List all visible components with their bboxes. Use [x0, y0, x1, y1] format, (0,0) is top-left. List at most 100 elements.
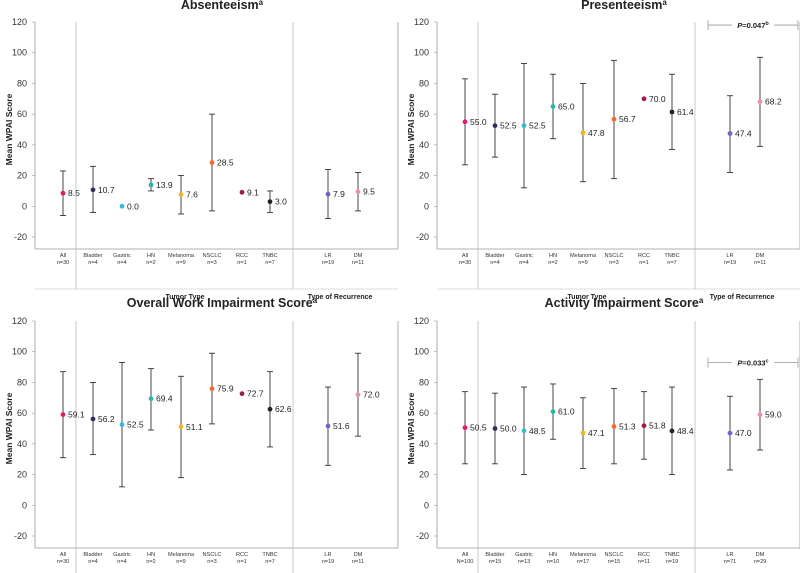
panel-title: Activity Impairment Scorea — [545, 296, 704, 310]
mean-point-dm — [757, 99, 763, 104]
value-label-gastric: 52.5 — [529, 121, 546, 131]
mean-point-gastric — [119, 422, 125, 428]
category-name: NSCLC — [605, 253, 624, 259]
category-name: All — [462, 253, 468, 259]
category-n: n=1 — [237, 260, 247, 266]
value-label-nsclc: 75.9 — [217, 384, 234, 394]
mean-point-all — [462, 119, 468, 125]
panel-title: Overall Work Impairment Scorea — [127, 296, 318, 310]
value-label-nsclc: 28.5 — [217, 158, 234, 168]
panel-title: Absenteeisma — [181, 0, 264, 12]
mean-point-all — [60, 190, 66, 196]
category-name: All — [60, 552, 66, 558]
category-name: LR — [324, 552, 331, 558]
category-n: n=3 — [207, 260, 217, 266]
y-axis-label: Mean WPAI Score — [4, 93, 14, 165]
value-label-tnbc: 48.4 — [677, 426, 694, 436]
value-label-lr: 47.0 — [735, 428, 752, 438]
category-n: n=19 — [322, 559, 335, 565]
value-label-all: 55.0 — [470, 117, 487, 127]
category-name: Bladder — [485, 253, 504, 259]
category-name: Melanoma — [570, 253, 597, 259]
category-name: DM — [354, 552, 363, 558]
value-label-melanoma: 7.6 — [186, 190, 198, 200]
mean-point-tnbc — [669, 109, 675, 115]
category-name: Gastric — [113, 253, 131, 259]
category-name: RCC — [236, 552, 248, 558]
category-n: n=10 — [547, 559, 560, 565]
panel-title-superscript: a — [259, 0, 264, 7]
mean-point-gastric — [521, 428, 527, 434]
pvalue-letter: P — [737, 358, 743, 367]
value-label-rcc: 51.8 — [649, 421, 666, 431]
value-label-rcc: 72.7 — [247, 389, 264, 399]
category-n: n=9 — [578, 260, 588, 266]
value-label-gastric: 52.5 — [127, 420, 144, 430]
mean-point-lr — [325, 423, 331, 429]
y-tick-label: 60 — [17, 109, 27, 119]
value-label-dm: 68.2 — [765, 97, 782, 107]
category-n: n=15 — [608, 559, 621, 565]
category-name: LR — [324, 253, 331, 259]
y-tick-label: -20 — [416, 232, 429, 242]
value-label-tnbc: 62.6 — [275, 404, 292, 414]
panel-title-superscript: a — [313, 296, 318, 305]
category-name: TNBC — [664, 552, 679, 558]
category-n: n=1 — [639, 260, 649, 266]
category-n: n=4 — [519, 260, 529, 266]
category-name: HN — [147, 253, 155, 259]
y-tick-label: -20 — [14, 531, 27, 541]
mean-point-lr — [325, 191, 331, 197]
category-n: n=13 — [518, 559, 531, 565]
category-name: DM — [354, 253, 363, 259]
pvalue-superscript: c — [766, 358, 769, 364]
category-name: Melanoma — [570, 552, 597, 558]
category-name: LR — [726, 552, 733, 558]
panel-4: Activity Impairment Scorea 120 100 80 60 40 20… — [406, 296, 800, 573]
mean-point-dm — [757, 412, 763, 418]
mean-point-melanoma — [178, 192, 184, 198]
category-name: Gastric — [515, 253, 533, 259]
category-n: n=19 — [666, 559, 679, 565]
category-n: n=4 — [88, 559, 98, 565]
category-name: Bladder — [83, 253, 102, 259]
category-name: NSCLC — [203, 552, 222, 558]
y-tick-label: 60 — [419, 109, 429, 119]
value-label-tnbc: 3.0 — [275, 197, 287, 207]
category-name: HN — [549, 552, 557, 558]
category-n: n=11 — [352, 559, 364, 565]
mean-point-nsclc — [611, 116, 617, 122]
category-name: Melanoma — [168, 253, 195, 259]
mean-point-melanoma — [580, 430, 586, 436]
value-label-lr: 51.6 — [333, 421, 350, 431]
y-axis-label: Mean WPAI Score — [4, 392, 14, 464]
mean-point-nsclc — [611, 424, 617, 429]
panel-1: Absenteeisma 120 100 80 60 40 20 0 -20 Mean WPAI … — [4, 0, 399, 301]
value-label-dm: 72.0 — [363, 390, 380, 400]
value-label-hn: 69.4 — [156, 394, 173, 404]
category-name: Melanoma — [168, 552, 195, 558]
category-n: n=17 — [577, 559, 590, 565]
group-label-recurrence: Type of Recurrence — [308, 294, 373, 301]
category-name: RCC — [236, 253, 248, 259]
mean-point-gastric — [119, 203, 125, 209]
category-name: HN — [147, 552, 155, 558]
group-label-tumor-type: Tumor Type — [165, 294, 204, 301]
panel-3: Overall Work Impairment Scorea 120 100 80 60… — [4, 296, 399, 573]
value-label-nsclc: 51.3 — [619, 422, 636, 432]
value-label-melanoma: 47.8 — [588, 128, 605, 138]
mean-point-all — [60, 412, 66, 417]
y-axis-label: Mean WPAI Score — [406, 93, 416, 165]
y-tick-label: -20 — [14, 232, 27, 242]
category-n: n=9 — [176, 260, 186, 266]
category-n: n=2 — [146, 260, 156, 266]
y-tick-label: 60 — [17, 408, 27, 418]
category-n: n=2 — [548, 260, 558, 266]
y-tick-label: 20 — [419, 470, 429, 480]
value-label-hn: 61.0 — [558, 407, 575, 417]
value-label-all: 59.1 — [68, 410, 85, 420]
panel-title-text: Absenteeism — [181, 0, 259, 12]
category-name: TNBC — [262, 552, 277, 558]
y-tick-label: 120 — [414, 17, 429, 27]
y-tick-label: 80 — [17, 377, 27, 387]
